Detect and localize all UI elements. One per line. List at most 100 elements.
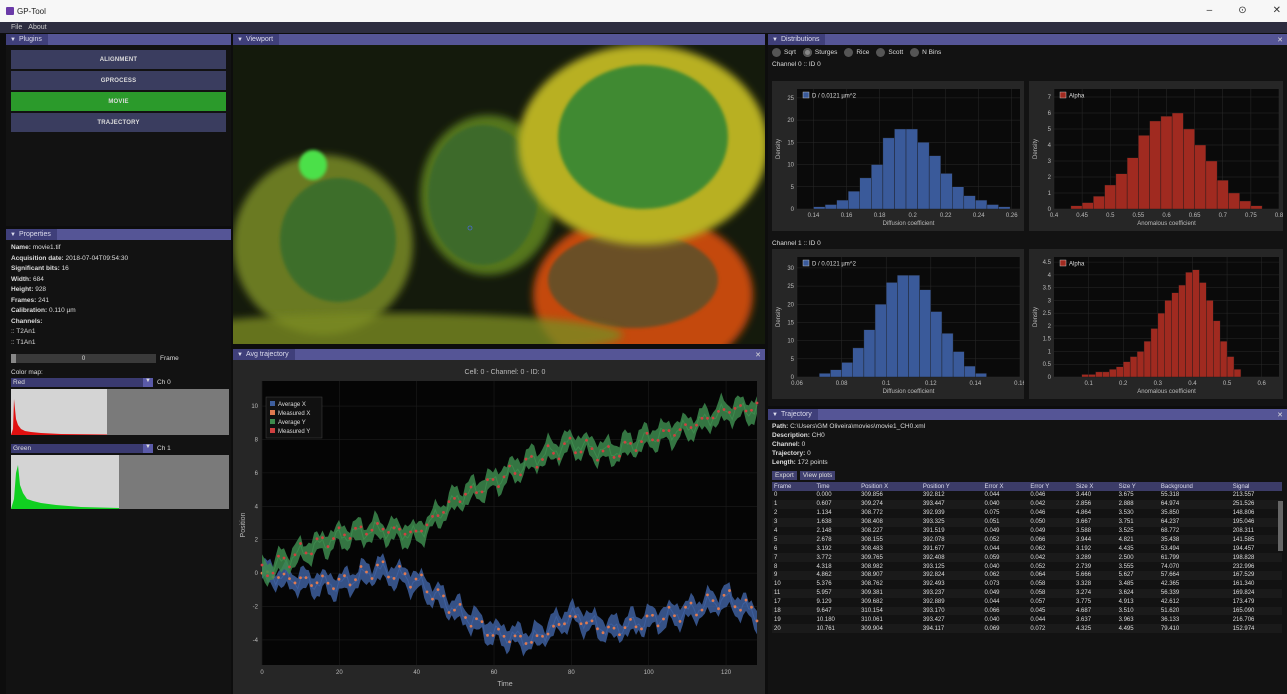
histogram-ch1[interactable] — [11, 455, 229, 509]
table-row[interactable]: 20 10.761 309.904 394.117 0.069 0.072 4.325 4.4… — [772, 624, 1282, 634]
table-row[interactable]: 8 4.318 308.982 393.125 0.040 0.052 2.739 3.555… — [772, 562, 1282, 571]
measured-point — [337, 526, 341, 530]
table-row[interactable]: 10 5.376 308.762 392.493 0.073 0.058 3.328 3.48… — [772, 580, 1282, 589]
table-row[interactable]: 4 2.148 308.227 391.519 0.049 0.049 3.588 3.525… — [772, 527, 1282, 536]
contrast-range[interactable] — [11, 389, 107, 435]
menu-about[interactable]: About — [28, 24, 47, 31]
table-row[interactable]: 17 9.129 309.682 392.889 0.044 0.057 3.775 4.91… — [772, 598, 1282, 607]
view-plots-button[interactable]: View plots — [799, 471, 836, 480]
avg-trajectory-chart[interactable]: Cell: 0 - Channel: 0 - ID: 0 1086420-2-4… — [233, 360, 765, 694]
table-row[interactable]: 5 2.678 308.155 392.078 0.052 0.066 3.944 4.821… — [772, 535, 1282, 545]
alignment-button[interactable]: ALIGNMENT — [11, 50, 226, 69]
table-cell: 3.944 — [1074, 535, 1117, 545]
collapse-icon[interactable]: ▼ — [772, 411, 778, 418]
table-row[interactable]: 7 3.772 309.765 392.408 0.059 0.042 3.289 2.500… — [772, 553, 1282, 563]
histogram-alpha-ch1[interactable]: 0 0.5 1 1.5 2 2.5 3 3.5 4 4.5 0.1 0.2 0.3 0.4 0.5 0.6 Al… — [1029, 249, 1283, 399]
y-tick-label: 2.5 — [1043, 311, 1052, 317]
column-header[interactable]: Position Y — [920, 482, 983, 491]
radio-sturges[interactable]: Sturges — [802, 48, 837, 57]
column-header[interactable]: Size X — [1074, 482, 1117, 491]
radio-n-bins[interactable]: N Bins — [910, 48, 941, 57]
histogram-d-ch1[interactable]: 0 5 10 15 20 25 30 0.06 0.08 0.1 0.12 0.14 0.16 D / 0… — [772, 249, 1024, 399]
radio-dot[interactable] — [910, 48, 920, 57]
viewport-tab[interactable]: ▼ Viewport — [233, 34, 280, 45]
histogram-d-ch0[interactable]: 0 5 10 15 20 25 0.14 0.16 0.18 0.2 0.22 0.24 0.26 D /… — [772, 81, 1024, 231]
table-row[interactable]: 11 5.957 309.381 393.237 0.049 0.058 3.274 3.62… — [772, 588, 1282, 598]
export-button[interactable]: Export — [772, 471, 797, 480]
minimize-button[interactable]: – — [1206, 5, 1213, 16]
table-cell: 42.365 — [1160, 581, 1180, 588]
close-button[interactable]: ✕ — [1272, 5, 1281, 16]
radio-dot[interactable] — [876, 48, 886, 57]
menu-file[interactable]: File — [11, 24, 23, 31]
radio-sqrt[interactable]: Sqrt — [772, 48, 796, 57]
frame-slider[interactable]: 0 — [11, 354, 156, 363]
slider-knob[interactable] — [11, 354, 16, 363]
table-row[interactable]: 3 1.638 308.408 393.325 0.051 0.050 3.667 3.751… — [772, 517, 1282, 527]
histogram-alpha-ch0[interactable]: 0 1 2 3 4 5 6 7 0.4 0.45 0.5 0.55 0.6 0.65 0.7 0.75 0.8 A… — [1029, 81, 1283, 231]
close-icon[interactable]: ✕ — [755, 351, 761, 359]
chevron-down-icon[interactable]: ▼ — [143, 378, 153, 387]
radio-scott[interactable]: Scott — [876, 48, 903, 57]
table-cell: 53.494 — [1160, 545, 1180, 552]
colormap-select-ch1[interactable]: Green ▼ — [11, 444, 153, 453]
histogram-ch0[interactable] — [11, 389, 229, 435]
collapse-icon[interactable]: ▼ — [237, 36, 243, 43]
close-icon[interactable]: ✕ — [1277, 36, 1283, 44]
plugins-tab[interactable]: ▼ Plugins — [6, 34, 48, 45]
table-cell: 308.155 — [859, 535, 921, 545]
radio-dot[interactable] — [772, 48, 781, 57]
collapse-icon[interactable]: ▼ — [10, 231, 16, 238]
radio-dot[interactable] — [802, 48, 812, 57]
column-header[interactable]: Signal — [1230, 482, 1282, 491]
collapse-icon[interactable]: ▼ — [237, 351, 243, 358]
channel-item[interactable]: :: T2An1 — [11, 328, 36, 335]
trajectory-marker[interactable] — [467, 225, 473, 231]
table-row[interactable]: 2 1.134 308.772 392.939 0.075 0.046 4.864 3.530… — [772, 509, 1282, 518]
column-header[interactable]: Background — [1158, 482, 1231, 491]
trajectory-table[interactable]: Frame Time Position X Position Y Error X Erro… — [772, 482, 1282, 634]
properties-tab[interactable]: ▼ Properties — [6, 229, 57, 240]
table-scrollbar[interactable] — [1278, 501, 1283, 551]
radio-dot[interactable] — [844, 48, 854, 57]
movie-button[interactable]: MOVIE — [11, 92, 226, 111]
radio-rice[interactable]: Rice — [844, 48, 869, 57]
legend-label: D / 0.0121 µm^2 — [812, 94, 857, 100]
nucleus-middle — [428, 125, 538, 265]
histogram-bar — [1129, 356, 1138, 378]
colormap-select-ch0[interactable]: Red ▼ — [11, 378, 153, 387]
column-header[interactable]: Position X — [859, 482, 921, 491]
measured-point — [464, 492, 467, 496]
column-header[interactable]: Frame — [772, 482, 815, 491]
restore-button[interactable]: ⊙ — [1238, 5, 1247, 16]
table-cell: 392.812 — [922, 492, 945, 499]
trajectory-button[interactable]: TRAJECTORY — [11, 113, 226, 132]
microscopy-image[interactable] — [233, 45, 765, 344]
distributions-tab[interactable]: ▼ Distributions — [768, 34, 826, 45]
column-header[interactable]: Time — [814, 482, 860, 491]
channel-item[interactable]: :: T1An1 — [11, 338, 36, 346]
column-header[interactable]: Error Y — [1028, 482, 1075, 491]
measured-point — [354, 526, 357, 530]
table-cell: 195.046 — [1230, 517, 1282, 527]
table-row[interactable]: 19 10.180 310.061 393.427 0.040 0.044 3.637 3.9… — [772, 615, 1282, 624]
table-row[interactable]: 0 0.000 309.856 392.812 0.044 0.046 3.440 3.675… — [772, 491, 1282, 500]
measured-point — [673, 614, 676, 618]
table-row[interactable]: 6 3.192 308.483 391.677 0.044 0.062 3.192 4.435… — [772, 544, 1282, 553]
column-header[interactable]: Size Y — [1116, 482, 1159, 491]
trajectory-tab[interactable]: ▼ Trajectory — [768, 409, 818, 420]
column-header[interactable]: Error X — [982, 482, 1029, 491]
measured-point — [601, 449, 605, 453]
avg-trajectory-tab[interactable]: ▼ Avg trajectory — [233, 349, 295, 360]
table-row[interactable]: 9 4.862 308.907 392.824 0.062 0.064 5.666 5.627… — [772, 571, 1282, 580]
gprocess-button[interactable]: GPROCESS — [11, 71, 226, 90]
table-row[interactable]: 1 0.607 309.274 393.447 0.040 0.042 2.856 2.888… — [772, 499, 1282, 509]
collapse-icon[interactable]: ▼ — [10, 36, 16, 43]
table-row[interactable]: 18 9.647 310.154 393.170 0.066 0.045 4.687 3.51… — [772, 606, 1282, 616]
measured-point — [568, 614, 572, 618]
chevron-down-icon[interactable]: ▼ — [143, 444, 153, 453]
close-icon[interactable]: ✕ — [1277, 411, 1283, 419]
x-axis-label: Anomalous coefficient — [1137, 389, 1196, 395]
collapse-icon[interactable]: ▼ — [772, 36, 778, 43]
frames-label: Frames: — [11, 296, 37, 304]
